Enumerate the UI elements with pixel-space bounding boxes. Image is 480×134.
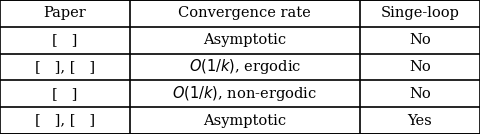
Text: No: No xyxy=(409,60,431,74)
Text: [   ]: [ ] xyxy=(52,87,77,101)
Text: Paper: Paper xyxy=(43,6,86,20)
Text: Asymptotic: Asymptotic xyxy=(203,33,287,47)
Text: Singe-loop: Singe-loop xyxy=(381,6,459,20)
Text: [   ], [   ]: [ ], [ ] xyxy=(35,114,95,128)
Text: Asymptotic: Asymptotic xyxy=(203,114,287,128)
Text: Convergence rate: Convergence rate xyxy=(179,6,311,20)
Text: No: No xyxy=(409,33,431,47)
Text: $O(1/k)$, non-ergodic: $O(1/k)$, non-ergodic xyxy=(172,84,317,103)
Text: Yes: Yes xyxy=(408,114,432,128)
Text: [   ], [   ]: [ ], [ ] xyxy=(35,60,95,74)
Text: $O(1/k)$, ergodic: $O(1/k)$, ergodic xyxy=(189,57,301,77)
Text: [   ]: [ ] xyxy=(52,33,77,47)
Text: No: No xyxy=(409,87,431,101)
